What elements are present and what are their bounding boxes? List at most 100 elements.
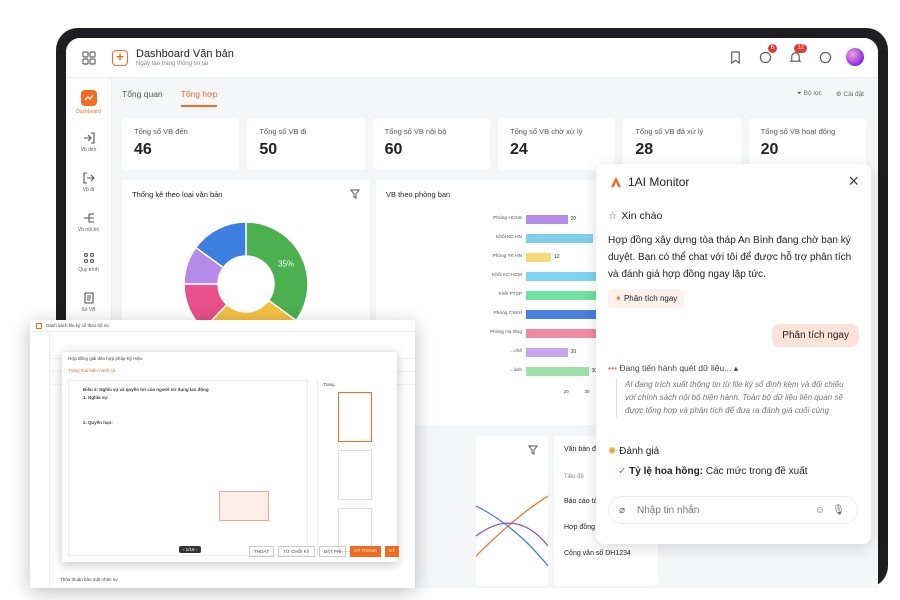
microphone-icon[interactable]: 🎙 <box>832 504 845 516</box>
sign-button[interactable]: KÝ <box>384 546 399 557</box>
sidebar-item-label: Vb nội bộ <box>77 226 100 233</box>
donut-slice[interactable] <box>194 221 247 269</box>
bar[interactable] <box>526 309 599 319</box>
fee-button[interactable]: ĐẶT PHÍ <box>318 546 347 557</box>
user-avatar[interactable] <box>846 48 864 66</box>
tab-overview[interactable]: Tổng quan <box>122 89 163 99</box>
filter-icon[interactable] <box>528 445 538 455</box>
ai-greeting: ☆ Xin chào <box>608 210 662 222</box>
chat-icon[interactable]: 6 <box>756 44 777 66</box>
stat-label: Tổng số VB đi <box>259 127 307 136</box>
donut-slice[interactable] <box>245 221 309 322</box>
signing-window-title: Danh sách file ký số theo hồ sơ <box>46 323 109 328</box>
page-subtitle: Ngày tạo trang thông tin tại <box>136 61 209 67</box>
bar[interactable] <box>526 366 589 376</box>
department-title: VB theo phòng ban <box>386 190 451 199</box>
bookmark-icon[interactable] <box>726 48 744 66</box>
bar[interactable] <box>526 347 568 357</box>
check-icon: ✓ <box>618 466 627 477</box>
sidebar-item-workflow[interactable]: Quy trình <box>66 242 111 282</box>
filter-icon[interactable] <box>350 189 360 199</box>
sidebar-item-outgoing[interactable]: Vb đi <box>66 162 111 202</box>
sidebar-item-label: Dashboard <box>76 108 101 115</box>
logout-icon <box>82 171 95 184</box>
bar[interactable] <box>526 290 620 300</box>
bar-category-label: Khối KD HN <box>496 235 522 240</box>
bar-category-label: …ành <box>509 368 522 373</box>
close-icon[interactable]: × <box>848 171 859 191</box>
sidebar-item-registry[interactable]: Số VB <box>66 282 111 322</box>
exit-button[interactable]: THOÁT <box>249 546 275 557</box>
ai-panel-header: 1AI Monitor <box>610 175 689 189</box>
stat-value: 24 <box>509 141 528 158</box>
bar[interactable] <box>526 271 610 281</box>
stat-card[interactable]: Tổng số VB đi 50 <box>247 118 365 170</box>
help-icon[interactable] <box>816 48 834 66</box>
page-thumbnail[interactable] <box>338 450 372 500</box>
bar-row: 20 <box>526 214 576 224</box>
message-placeholder: Nhập tin nhắn <box>637 504 700 516</box>
page-header: Dashboard Văn bản Ngày tạo trang thông t… <box>136 48 234 67</box>
pending-row[interactable]: Hợp đồng BKS <box>564 524 612 531</box>
tab-bar: Tổng quan Tổng hợp ⏷ Bộ lọc ⚙ Cài đặt <box>122 78 878 110</box>
dashboard-icon <box>80 89 97 106</box>
doc-section-heading: 1. Nghĩa vụ: <box>83 395 109 400</box>
add-document-icon[interactable]: + <box>112 49 128 66</box>
donut-title: Thống kê theo loại văn bản <box>132 190 223 199</box>
stat-card[interactable]: Tổng số VB hoạt động 20 <box>748 118 866 170</box>
bar-row: 30 <box>526 366 597 376</box>
ai-evaluation-heading: ✺ Đánh giá <box>608 446 659 457</box>
modal-status: Trạng thái hiện hành cá <box>68 368 116 373</box>
sidebar-item-label: Vb đi <box>82 186 95 193</box>
page-thumbnail[interactable] <box>338 392 372 442</box>
bar[interactable] <box>526 233 593 243</box>
signing-window: Danh sách file ký số theo hồ sơ Thỏa thu… <box>30 320 415 588</box>
trend-lines <box>476 495 548 567</box>
login-icon <box>83 131 95 144</box>
filter-button[interactable]: ⏷ Bộ lọc <box>796 90 822 97</box>
reject-button[interactable]: TỪ CHỐI KÝ <box>278 546 315 557</box>
stat-value: 50 <box>259 141 278 158</box>
sidebar-item-internal[interactable]: Vb nội bộ <box>66 202 111 242</box>
bar[interactable] <box>526 252 551 262</box>
stat-card[interactable]: Tổng số VB đến 46 <box>122 118 240 170</box>
page-navigator[interactable]: ‹ 1/18 › <box>179 546 202 553</box>
message-input[interactable]: ⌀ Nhập tin nhắn ☺ 🎙 <box>608 496 858 524</box>
bell-icon[interactable]: 12 <box>786 44 807 66</box>
bar[interactable] <box>526 214 568 224</box>
ai-logo-icon <box>611 177 621 187</box>
header-actions: 6 12 <box>726 44 864 66</box>
ai-greeting-text: Xin chào <box>621 210 663 222</box>
settings-button[interactable]: ⚙ Cài đặt <box>835 91 864 98</box>
sidebar-item-incoming[interactable]: Vb đến <box>66 122 111 162</box>
bar-row: 12 <box>526 252 560 262</box>
bar[interactable] <box>526 328 618 338</box>
signing-list-bg <box>30 332 50 588</box>
signing-actions: THOÁT TỪ CHỐI KÝ ĐẶT PHÍ KÝ THANH KÝ <box>249 546 399 557</box>
analyze-suggestion-button[interactable]: ✦ Phân tích ngay <box>608 289 685 308</box>
attach-icon[interactable]: ⌀ <box>619 504 626 516</box>
signature-stamp[interactable] <box>219 491 269 521</box>
stat-value: 60 <box>384 141 403 158</box>
stat-label: Tổng số VB nội bộ <box>384 127 447 136</box>
bar-category-label: …chế <box>509 349 522 354</box>
stat-card[interactable]: Tổng số VB nội bộ 60 <box>372 118 490 170</box>
stat-card[interactable]: Tổng số VB đã xử lý 28 <box>623 118 741 170</box>
list-footer-row[interactable]: Thỏa thuận bảo mật nhân sự <box>60 577 119 582</box>
document-page: Điều 4: Nghĩa vụ và quyền lợi của người … <box>68 380 308 556</box>
eval-text: Các mức trong đề xuất <box>705 466 808 477</box>
user-message-bubble: Phân tích ngay <box>772 324 859 347</box>
sidebar-item-label: Vb đến <box>80 146 97 153</box>
emoji-icon[interactable]: ☺ <box>814 504 825 516</box>
ai-status-text: Đang tiến hành quét dữ liệu... <box>619 363 732 373</box>
sign-confirm-button[interactable]: KÝ THANH <box>350 546 381 557</box>
stat-card[interactable]: Tổng số VB chờ xử lý 24 <box>497 118 616 170</box>
add-icon[interactable] <box>36 322 42 329</box>
pending-row[interactable]: Công văn số DH1234 <box>564 550 631 557</box>
tab-summary[interactable]: Tổng hợp <box>180 89 218 107</box>
suggestion-label: Phân tích ngay <box>623 294 678 303</box>
sidebar-item-dashboard[interactable]: Dashboard <box>66 82 111 122</box>
apps-grid-icon[interactable] <box>66 50 112 65</box>
chevron-up-icon[interactable]: ▴ <box>733 363 738 373</box>
ai-reasoning-text: AI đang trích xuất thông tin từ file ký … <box>616 378 856 417</box>
